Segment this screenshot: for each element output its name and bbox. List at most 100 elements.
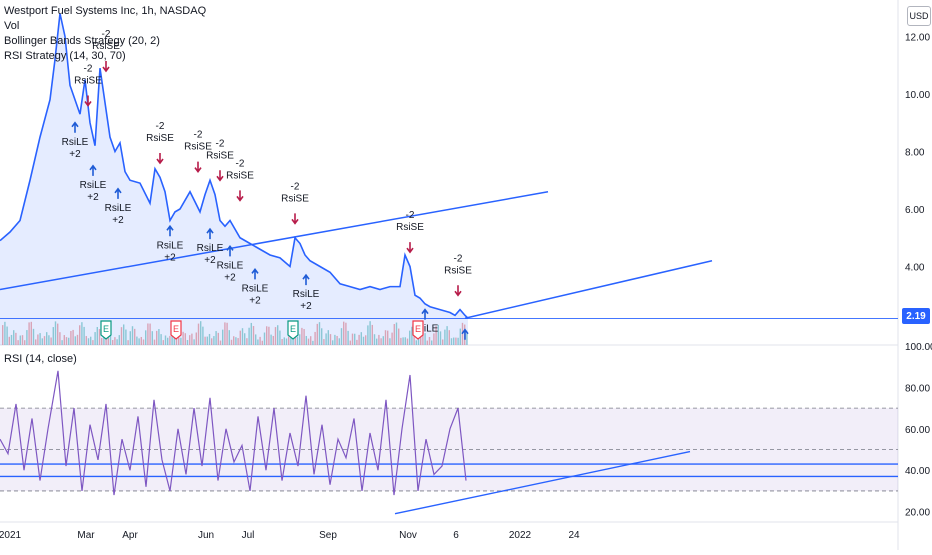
volume-bar [382, 336, 384, 345]
volume-bar [15, 332, 17, 345]
volume-indicator-label[interactable]: Vol [4, 20, 20, 32]
volume-bar [314, 331, 316, 345]
volume-bar [70, 331, 72, 345]
volume-bar [149, 323, 151, 345]
volume-bar [50, 337, 52, 345]
short-signal-label: RsiSE [206, 150, 234, 161]
volume-bar [142, 339, 145, 345]
volume-bar [178, 333, 180, 345]
volume-bar [354, 333, 356, 345]
volume-bar [202, 326, 204, 345]
rsi-pane-legend[interactable]: RSI (14, close) [4, 353, 77, 365]
volume-bar [453, 337, 455, 345]
time-tick-label: 2022 [509, 530, 532, 541]
volume-bar [186, 339, 189, 345]
short-signal-label: RsiSE [396, 222, 424, 233]
volume-bar [455, 337, 457, 345]
short-entry-arrow [102, 61, 110, 73]
volume-bar [466, 333, 468, 345]
volume-bar [406, 338, 409, 345]
volume-bar [248, 327, 250, 345]
volume-bar [215, 331, 217, 345]
volume-bar [112, 340, 114, 345]
long-signal-label: RsiLE [412, 324, 439, 335]
long-qty-label: +2 [87, 192, 99, 203]
price-tick-label: 6.00 [905, 205, 925, 216]
short-qty-label: -2 [102, 29, 111, 40]
volume-bar [323, 339, 325, 345]
volume-bar [83, 326, 85, 345]
long-qty-label: +2 [204, 255, 216, 266]
volume-bar [118, 335, 120, 345]
volume-bar [435, 326, 437, 345]
volume-bar [37, 334, 39, 345]
volume-bar [160, 334, 162, 345]
volume-bar [94, 332, 96, 345]
volume-bar [340, 328, 343, 345]
short-entry-arrow [406, 242, 414, 254]
currency-badge[interactable]: USD [907, 6, 931, 26]
rsi-tick-label: 60.00 [905, 425, 930, 436]
volume-bar [167, 337, 169, 345]
volume-bar [312, 340, 314, 345]
volume-bar [219, 340, 222, 345]
short-entry-arrow [291, 213, 299, 225]
time-tick-label: Jul [242, 530, 255, 541]
volume-bar [299, 334, 301, 345]
volume-bar [26, 330, 28, 345]
long-entry-arrow [114, 187, 122, 199]
volume-bar [109, 331, 112, 345]
long-entry-arrow [302, 273, 310, 286]
bollinger-strategy-label[interactable]: Bollinger Bands Strategy (20, 2) [4, 35, 160, 47]
volume-bar [114, 337, 116, 345]
volume-bar [329, 334, 332, 345]
volume-bar [10, 334, 13, 345]
volume-bar [81, 322, 83, 345]
symbol-title[interactable]: Westport Fuel Systems Inc, 1h, NASDAQ [4, 5, 207, 17]
volume-bar [343, 321, 345, 345]
volume-bar [347, 330, 349, 345]
volume-bar [288, 336, 290, 345]
long-entry-arrow [421, 308, 429, 320]
volume-bar [156, 330, 158, 345]
volume-bar [384, 330, 387, 345]
volume-bar [404, 337, 406, 345]
volume-bar [250, 322, 252, 345]
short-signal-label: RsiSE [146, 133, 174, 144]
volume-bar [362, 336, 365, 345]
volume-bar [272, 335, 274, 345]
volume-bar [90, 336, 92, 345]
volume-bar [17, 340, 19, 345]
volume-bar [39, 333, 41, 345]
volume-bar [24, 340, 26, 345]
volume-bar [310, 336, 312, 345]
volume-bar [195, 332, 197, 345]
volume-bar [431, 340, 433, 345]
time-tick-label: Nov [399, 530, 417, 541]
rsi-strategy-label[interactable]: RSI Strategy (14, 30, 70) [4, 50, 126, 62]
volume-bar [371, 324, 373, 345]
earnings-flag-label: E [103, 324, 109, 334]
rsi-line [0, 370, 467, 496]
volume-bar [6, 326, 8, 345]
short-signal-label: RsiSE [92, 41, 120, 52]
price-tick-label: 4.00 [905, 263, 925, 274]
volume-bar [74, 336, 76, 345]
volume-bar [378, 334, 380, 345]
earnings-flag-label: E [290, 324, 296, 334]
long-qty-label: +2 [164, 252, 176, 263]
volume-bar [57, 323, 59, 345]
volume-bar [332, 340, 334, 345]
trendline [464, 260, 713, 319]
volume-bar [189, 335, 191, 345]
long-signal-label: RsiLE [80, 180, 107, 191]
volume-bar [96, 326, 98, 345]
volume-bar [79, 325, 81, 345]
volume-bar [35, 339, 37, 345]
volume-bar [241, 328, 244, 345]
volume-bar [318, 322, 321, 345]
volume-bar [120, 327, 123, 345]
volume-bar [4, 321, 6, 345]
